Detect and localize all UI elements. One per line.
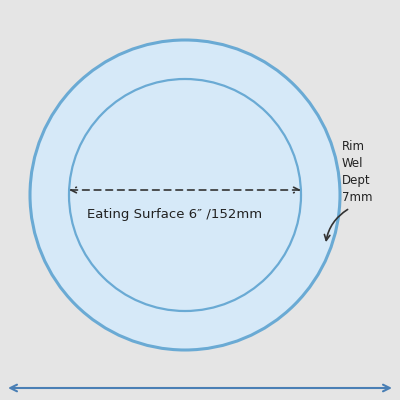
Circle shape [30, 40, 340, 350]
Circle shape [69, 79, 301, 311]
Text: Rim
Wel
Dept
7mm: Rim Wel Dept 7mm [342, 140, 372, 204]
Text: Eating Surface 6″ /152mm: Eating Surface 6″ /152mm [88, 208, 262, 221]
